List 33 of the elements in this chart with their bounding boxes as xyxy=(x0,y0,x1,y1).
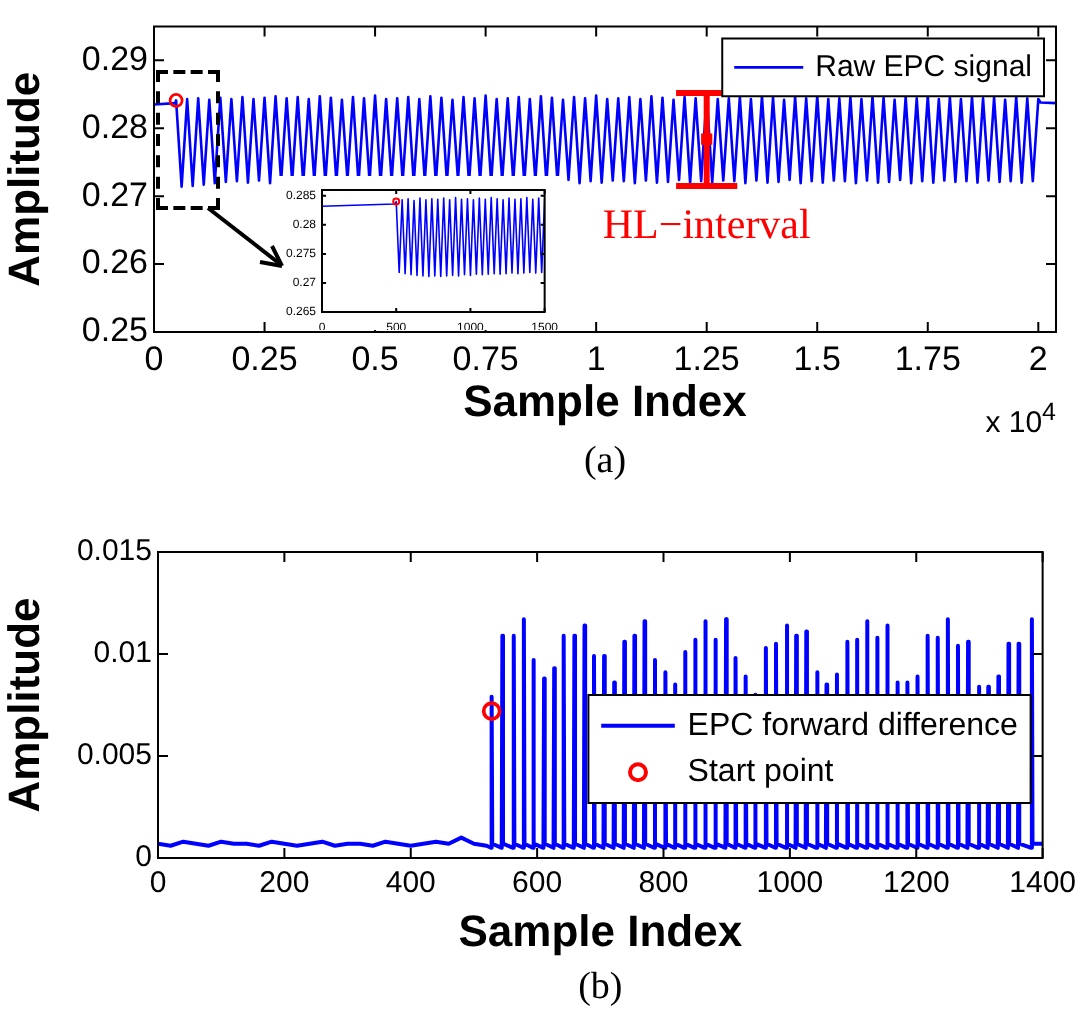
x-tick-label: 800 xyxy=(638,866,689,901)
legend-label: Raw EPC signal xyxy=(815,49,1033,84)
y-axis-title: Amplitude xyxy=(0,597,49,813)
y-tick-label: 0 xyxy=(135,840,152,875)
text: (a) xyxy=(583,440,627,484)
x-tick-label: 2 xyxy=(1028,339,1048,378)
x-tick-label: 1 xyxy=(586,339,606,378)
legend-label: Start point xyxy=(687,755,835,790)
x-tick-label: 1000 xyxy=(756,866,824,901)
x-tick-label: 400 xyxy=(385,866,436,901)
x-tick-label: 200 xyxy=(259,866,310,901)
x-tick-label: 0.5 xyxy=(351,339,399,378)
y-tick-label: 0.29 xyxy=(81,39,148,78)
x-axis-title: Sample Index xyxy=(458,905,744,956)
legend-label: EPC forward difference xyxy=(687,708,1019,743)
y-tick-label: 0.27 xyxy=(81,175,148,214)
y-tick-label: 0.015 xyxy=(76,534,152,569)
x-tick-label: 0.75 xyxy=(452,339,519,378)
x-tick-label: 600 xyxy=(512,866,563,901)
y-tick-label: 0.005 xyxy=(76,738,152,773)
y-tick-label: 0.26 xyxy=(81,243,148,282)
annotation: HL−interval xyxy=(602,200,811,249)
x-tick-label: 1200 xyxy=(882,866,950,901)
text: x 10$^{4}$ xyxy=(985,398,1056,440)
x-tick-label: 1.25 xyxy=(673,339,740,378)
text: (b) xyxy=(578,966,623,1010)
x-tick-label: 1400 xyxy=(1009,866,1077,901)
x-tick-label: 1.75 xyxy=(894,339,961,378)
y-axis-title: Amplitude xyxy=(0,71,49,287)
x-axis-title: Sample Index xyxy=(463,375,749,426)
y-tick-label: 0.01 xyxy=(93,636,152,671)
y-tick-label: 0.28 xyxy=(81,107,148,146)
x-tick-label: 1.5 xyxy=(793,339,841,378)
